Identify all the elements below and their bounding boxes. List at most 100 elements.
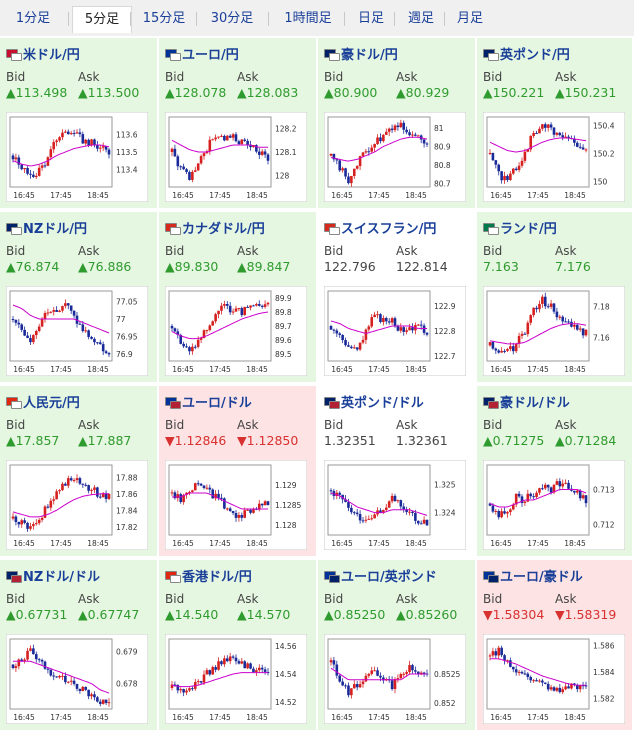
price-chart[interactable]: 128.2 128.1 128 16:45 17:45 18:45: [165, 112, 307, 202]
pair-title[interactable]: ランド/円: [483, 218, 557, 237]
candle-body: [561, 135, 565, 138]
candle-body: [185, 169, 188, 172]
rate-card[interactable]: スイスフラン/円 Bid Ask 122.796 122.814 122.9 122.8 12…: [318, 212, 477, 384]
tab-3[interactable]: 30分足: [210, 11, 254, 26]
price-chart[interactable]: 77.05 77 76.95 76.9 16:45 17:45 18:45: [6, 286, 148, 376]
candle-body: [584, 685, 588, 687]
pair-title[interactable]: NZドル/ドル: [6, 566, 101, 585]
x-tick-label: 16:45: [172, 539, 194, 548]
rate-card[interactable]: 豪ドル/ドル Bid Ask ▲0.71275 ▲0.71284 0.713 0.712 16…: [477, 386, 634, 558]
y-tick-label: 113.6: [116, 131, 138, 140]
candle-body: [338, 492, 342, 495]
x-tick-label: 17:45: [527, 191, 549, 200]
candle-body: [78, 323, 82, 325]
candle-body: [352, 168, 356, 177]
pair-title[interactable]: カナダドル/円: [165, 218, 265, 237]
price-chart[interactable]: 81 80.9 80.8 80.7 16:45 17:45 18:45: [324, 112, 466, 202]
rate-card[interactable]: ユーロ/豪ドル Bid Ask ▼1.58304 ▼1.58319 1.586 1.584 1…: [477, 560, 634, 732]
candle-body: [570, 683, 573, 689]
candle-body: [497, 350, 501, 353]
rate-card[interactable]: 英ポンド/ドル Bid Ask 1.32351 1.32361 1.325 1.324 16:…: [318, 386, 477, 558]
rate-card[interactable]: 人民元/円 Bid Ask ▲17.857 ▲17.887 17.88 17.86 17.84…: [0, 386, 159, 558]
rate-card[interactable]: カナダドル/円 Bid Ask ▲89.830 ▲89.847 89.9 89.8 89.7 8…: [159, 212, 318, 384]
tab-0[interactable]: 1分足: [15, 11, 51, 26]
pair-name[interactable]: ユーロ/豪ドル: [500, 570, 583, 585]
price-chart[interactable]: 89.9 89.8 89.7 89.6 89.5 16:45 17:45 18:45: [165, 286, 307, 376]
x-tick-label: 17:45: [50, 713, 72, 722]
candle-body: [23, 659, 26, 662]
price-chart[interactable]: 0.713 0.712 16:45 17:45 18:45: [483, 460, 625, 550]
rate-card[interactable]: 香港ドル/円 Bid Ask ▲14.540 ▲14.570 14.56 14.54 14.5…: [159, 560, 318, 732]
pair-title[interactable]: 豪ドル/円: [324, 44, 398, 63]
tab-6[interactable]: 週足: [407, 11, 434, 26]
price-chart[interactable]: 0.679 0.678 16:45 17:45 18:45: [6, 634, 148, 724]
tab-7[interactable]: 月足: [456, 11, 483, 26]
pair-name[interactable]: NZドル/円: [23, 222, 88, 237]
pair-title[interactable]: 英ポンド/ドル: [324, 392, 424, 411]
candle-body: [532, 680, 535, 682]
pair-name[interactable]: 豪ドル/ドル: [500, 396, 570, 411]
pair-name[interactable]: スイスフラン/円: [341, 222, 437, 237]
pair-name[interactable]: 香港ドル/円: [182, 570, 252, 585]
rate-card[interactable]: 英ポンド/円 Bid Ask ▲150.221 ▲150.231 150.4 150.2 15…: [477, 38, 634, 210]
tab-2[interactable]: 15分足: [142, 11, 186, 26]
pair-title[interactable]: 人民元/円: [6, 392, 80, 411]
pair-name[interactable]: 人民元/円: [23, 396, 80, 411]
tab-4[interactable]: 1時間足: [284, 11, 332, 26]
candle-body: [182, 166, 185, 170]
ask-label: Ask: [237, 244, 259, 258]
price-chart[interactable]: 1.586 1.584 1.582 16:45 17:45 18:45: [483, 634, 625, 724]
pair-title[interactable]: NZドル/円: [6, 218, 88, 237]
price-chart[interactable]: 122.9 122.8 122.7 16:45 17:45 18:45: [324, 286, 466, 376]
tab-5[interactable]: 日足: [357, 11, 384, 26]
price-chart[interactable]: 0.8525 0.852 16:45 17:45 18:45: [324, 634, 466, 724]
price-chart[interactable]: 7.18 7.16 16:45 17:45 18:45: [483, 286, 625, 376]
candle-body: [396, 678, 400, 680]
price-chart[interactable]: 113.6 113.5 113.4 16:45 17:45 18:45: [6, 112, 148, 202]
pair-title[interactable]: 英ポンド/円: [483, 44, 570, 63]
candle-body: [37, 167, 41, 176]
candle-body: [211, 139, 215, 141]
price-chart[interactable]: 1.129 1.1285 1.128 16:45 17:45 18:45: [165, 460, 307, 550]
pair-title[interactable]: スイスフラン/円: [324, 218, 437, 237]
price-chart[interactable]: 1.325 1.324 16:45 17:45 18:45: [324, 460, 466, 550]
candle-body: [509, 173, 512, 181]
rate-card[interactable]: NZドル/円 Bid Ask ▲76.874 ▲76.886 77.05 77 76.95 76…: [0, 212, 159, 384]
pair-name[interactable]: ユーロ/円: [182, 48, 239, 63]
rate-card[interactable]: 豪ドル/円 Bid Ask ▲80.900 ▲80.929 81 80.9 80.8 80.7 1…: [318, 38, 477, 210]
pair-title[interactable]: ユーロ/ドル: [165, 392, 252, 411]
pair-name[interactable]: ランド/円: [500, 222, 557, 237]
pair-name[interactable]: ユーロ/英ポンド: [341, 570, 437, 585]
pair-name[interactable]: 米ドル/円: [23, 48, 80, 63]
pair-name[interactable]: ユーロ/ドル: [182, 396, 252, 411]
pair-name[interactable]: 豪ドル/円: [341, 48, 398, 63]
pair-title[interactable]: 香港ドル/円: [165, 566, 252, 585]
pair-title[interactable]: 豪ドル/ドル: [483, 392, 570, 411]
rate-card[interactable]: 米ドル/円 Bid Ask ▲113.498 ▲113.500 113.6 113.5 113…: [0, 38, 159, 210]
y-tick-label: 89.7: [275, 322, 292, 331]
pair-name[interactable]: 英ポンド/円: [500, 48, 570, 63]
rate-card[interactable]: ユーロ/ドル Bid Ask ▼1.12846 ▼1.12850 1.129 1.1285 1…: [159, 386, 318, 558]
candle-body: [26, 167, 29, 174]
candle-body: [355, 347, 359, 350]
pair-title[interactable]: ユーロ/豪ドル: [483, 566, 583, 585]
x-tick-label: 16:45: [172, 713, 194, 722]
rate-card[interactable]: ユーロ/円 Bid Ask ▲128.078 ▲128.083 128.2 128.1 128…: [159, 38, 318, 210]
pair-title[interactable]: ユーロ/英ポンド: [324, 566, 437, 585]
pair-title[interactable]: 米ドル/円: [6, 44, 80, 63]
pair-title[interactable]: ユーロ/円: [165, 44, 239, 63]
price-chart[interactable]: 17.88 17.86 17.84 17.82 16:45 17:45 18:45: [6, 460, 148, 550]
plot-area: [9, 638, 113, 710]
tab-1[interactable]: 5分足: [72, 6, 132, 33]
pair-name[interactable]: NZドル/ドル: [23, 570, 101, 585]
rate-card[interactable]: NZドル/ドル Bid Ask ▲0.67731 ▲0.67747 0.679 0.678 1…: [0, 560, 159, 732]
price-chart[interactable]: 14.56 14.54 14.52 16:45 17:45 18:45: [165, 634, 307, 724]
candle-body: [87, 139, 90, 146]
plot-area: [486, 290, 590, 362]
pair-name[interactable]: カナダドル/円: [182, 222, 265, 237]
price-chart[interactable]: 150.4 150.2 150 16:45 17:45 18:45: [483, 112, 625, 202]
rate-card[interactable]: ユーロ/英ポンド Bid Ask ▲0.85250 ▲0.85260 0.8525 0.85…: [318, 560, 477, 732]
candle-body: [387, 501, 391, 508]
pair-name[interactable]: 英ポンド/ドル: [341, 396, 424, 411]
rate-card[interactable]: ランド/円 Bid Ask 7.163 7.176 7.18 7.16 16:45 17:45 1…: [477, 212, 634, 384]
